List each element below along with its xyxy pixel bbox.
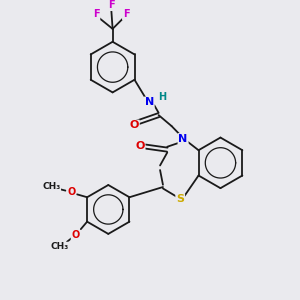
Text: H: H bbox=[158, 92, 166, 102]
Text: S: S bbox=[176, 194, 184, 204]
Text: CH₃: CH₃ bbox=[51, 242, 69, 251]
Text: O: O bbox=[71, 230, 80, 241]
Text: F: F bbox=[123, 10, 129, 20]
Text: N: N bbox=[178, 134, 188, 144]
Text: O: O bbox=[67, 187, 75, 197]
Text: F: F bbox=[93, 10, 100, 20]
Text: F: F bbox=[108, 0, 115, 10]
Text: O: O bbox=[130, 121, 139, 130]
Text: N: N bbox=[145, 98, 154, 107]
Text: CH₃: CH₃ bbox=[42, 182, 60, 191]
Text: O: O bbox=[135, 141, 145, 151]
